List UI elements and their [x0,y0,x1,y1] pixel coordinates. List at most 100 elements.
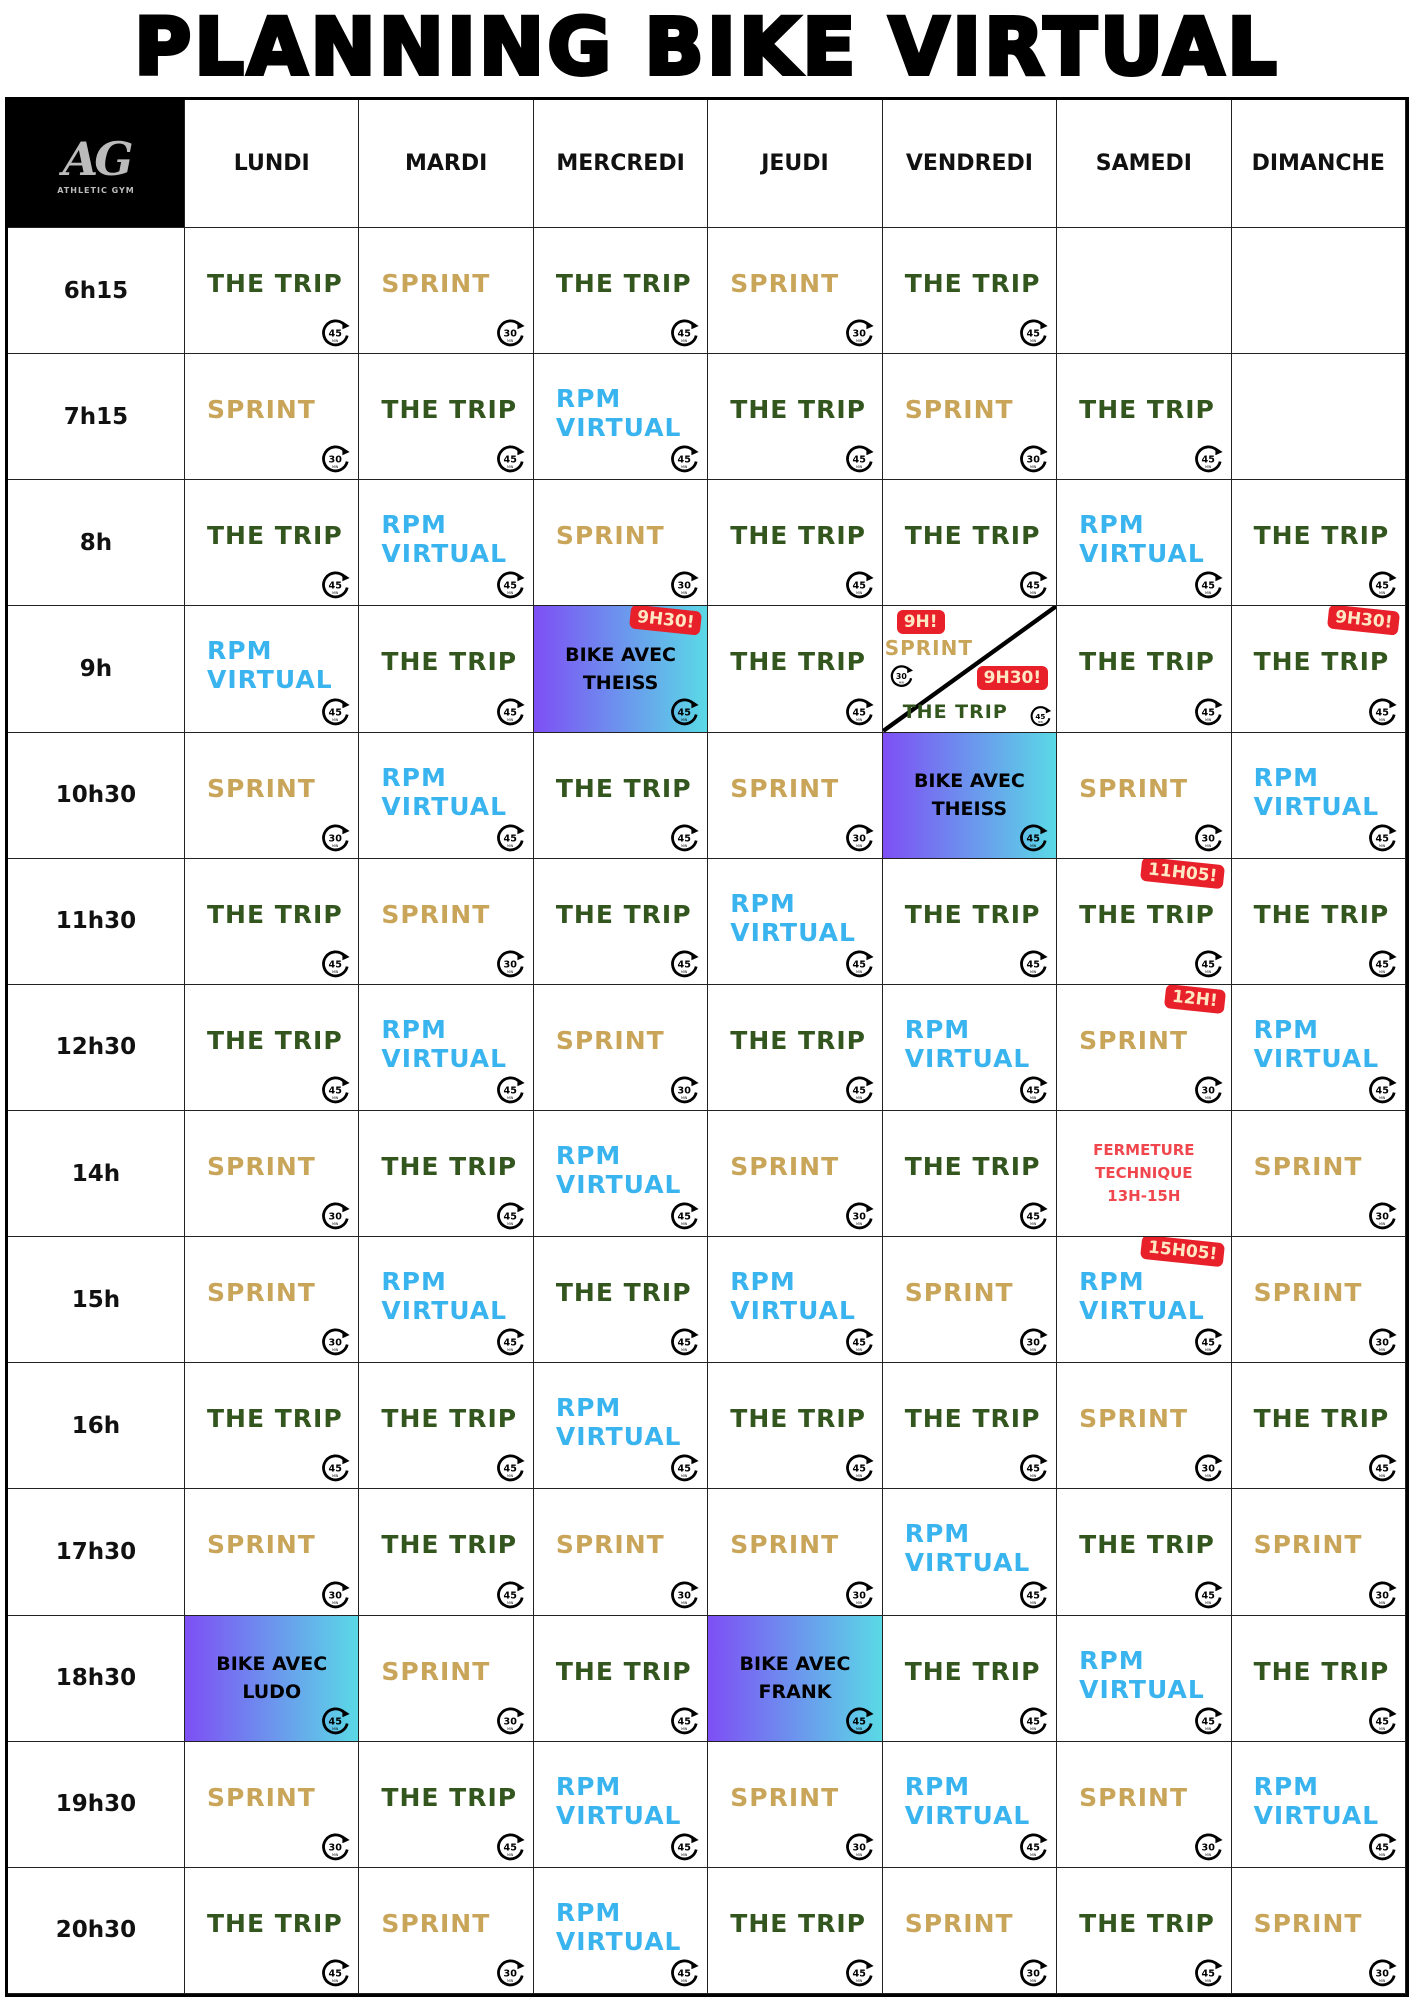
schedule-cell[interactable]: RPM VIRTUAL 45 MIN [882,1741,1058,1868]
schedule-cell[interactable] [1231,228,1406,355]
schedule-cell[interactable]: SPRINT 30 MIN [1057,1741,1232,1868]
schedule-cell[interactable]: RPM VIRTUAL 45 MIN [882,1489,1058,1616]
schedule-cell[interactable]: THE TRIP 45 MIN [1231,480,1406,607]
schedule-cell[interactable]: THE TRIP 45 MIN [882,228,1058,355]
schedule-cell[interactable]: SPRINT 30 MIN [359,858,534,985]
schedule-cell[interactable]: THE TRIP 45 MIN [708,480,883,607]
schedule-cell[interactable]: RPM VIRTUAL 45 MIN [359,480,534,607]
schedule-cell[interactable]: BIKE AVEC THEISS 45 MIN 9H30! [533,606,709,733]
schedule-cell[interactable]: THE TRIP 45 MIN [882,1111,1058,1238]
schedule-cell[interactable]: SPRINT 30 MIN [185,354,360,481]
schedule-cell[interactable]: SPRINT 30 MIN [1057,1363,1232,1490]
schedule-cell[interactable]: SPRINT 30 MIN [185,1741,360,1868]
schedule-cell[interactable]: SPRINT 30 MIN [708,228,883,355]
schedule-cell[interactable]: BIKE AVEC THEISS 45 MIN [882,732,1058,859]
schedule-cell[interactable]: THE TRIP 45 MIN [882,1615,1058,1742]
schedule-cell[interactable]: RPM VIRTUAL 45 MIN [1231,732,1406,859]
schedule-cell[interactable]: THE TRIP 45 MIN [882,480,1058,607]
schedule-cell[interactable]: 9H! SPRINT 30 MIN 9H30! THE TRIP 45 MIN [882,606,1058,733]
schedule-cell[interactable]: RPM VIRTUAL 45 MIN [1231,984,1406,1111]
schedule-cell[interactable]: SPRINT 30 MIN [185,1111,360,1238]
schedule-cell[interactable]: THE TRIP 45 MIN [359,1363,534,1490]
schedule-cell[interactable]: THE TRIP 45 MIN [708,606,883,733]
schedule-cell[interactable]: RPM VIRTUAL 45 MIN [533,1867,709,1994]
schedule-cell[interactable]: RPM VIRTUAL 45 MIN [1231,1741,1406,1868]
schedule-cell[interactable]: THE TRIP 45 MIN [1057,1867,1232,1994]
schedule-cell[interactable]: THE TRIP 45 MIN [533,228,709,355]
schedule-cell[interactable]: THE TRIP 45 MIN [359,1741,534,1868]
schedule-cell[interactable]: RPM VIRTUAL 45 MIN [1057,480,1232,607]
schedule-cell[interactable]: THE TRIP 45 MIN [708,984,883,1111]
schedule-cell[interactable]: THE TRIP 45 MIN [1231,858,1406,985]
gym-logo: AG ATHLETIC GYM [8,100,185,228]
schedule-cell[interactable]: SPRINT 30 MIN [533,984,709,1111]
schedule-cell[interactable]: SPRINT 30 MIN 12H! [1057,984,1232,1111]
schedule-cell[interactable]: RPM VIRTUAL 45 MIN [882,984,1058,1111]
schedule-cell[interactable]: THE TRIP 45 MIN [1057,1489,1232,1616]
schedule-cell[interactable]: THE TRIP 45 MIN [533,1615,709,1742]
schedule-cell[interactable]: SPRINT 30 MIN [1231,1489,1406,1616]
schedule-cell[interactable]: SPRINT 30 MIN [359,1867,534,1994]
schedule-cell[interactable]: THE TRIP 45 MIN [708,1867,883,1994]
schedule-cell[interactable]: THE TRIP 45 MIN [1231,1363,1406,1490]
schedule-cell[interactable]: RPM VIRTUAL 45 MIN [359,1237,534,1364]
schedule-cell[interactable]: THE TRIP 45 MIN [185,1867,360,1994]
schedule-cell[interactable] [1231,354,1406,481]
schedule-cell[interactable]: THE TRIP 45 MIN [882,1363,1058,1490]
schedule-cell[interactable]: THE TRIP 45 MIN [359,354,534,481]
schedule-cell[interactable]: THE TRIP 45 MIN [1231,1615,1406,1742]
schedule-cell[interactable]: SPRINT 30 MIN [1231,1237,1406,1364]
schedule-cell[interactable]: THE TRIP 45 MIN [533,858,709,985]
schedule-cell[interactable]: THE TRIP 45 MIN [185,984,360,1111]
schedule-cell[interactable]: SPRINT 30 MIN [185,1237,360,1364]
schedule-cell[interactable]: BIKE AVEC FRANK 45 MIN [708,1615,883,1742]
schedule-cell[interactable]: THE TRIP 45 MIN [359,1111,534,1238]
schedule-cell[interactable]: THE TRIP 45 MIN [1057,606,1232,733]
schedule-cell[interactable]: THE TRIP 45 MIN [882,858,1058,985]
schedule-cell[interactable]: SPRINT 30 MIN [185,732,360,859]
schedule-cell[interactable]: SPRINT 30 MIN [185,1489,360,1616]
schedule-cell[interactable]: THE TRIP 45 MIN [533,732,709,859]
schedule-cell[interactable]: RPM VIRTUAL 45 MIN [708,1237,883,1364]
schedule-cell[interactable]: THE TRIP 45 MIN [185,228,360,355]
schedule-cell[interactable]: THE TRIP 45 MIN 9H30! [1231,606,1406,733]
schedule-cell[interactable] [1057,228,1232,355]
schedule-cell[interactable]: SPRINT 30 MIN [1231,1111,1406,1238]
schedule-cell[interactable]: THE TRIP 45 MIN [359,1489,534,1616]
schedule-cell[interactable]: THE TRIP 45 MIN [708,1363,883,1490]
schedule-cell[interactable]: RPM VIRTUAL 45 MIN [1057,1615,1232,1742]
schedule-cell[interactable]: SPRINT 30 MIN [1057,732,1232,859]
schedule-cell[interactable]: RPM VIRTUAL 45 MIN [533,1741,709,1868]
schedule-cell[interactable]: SPRINT 30 MIN [882,354,1058,481]
schedule-cell[interactable]: THE TRIP 45 MIN [708,354,883,481]
schedule-cell[interactable]: BIKE AVEC LUDO 45 MIN [185,1615,360,1742]
schedule-cell[interactable]: THE TRIP 45 MIN [185,1363,360,1490]
schedule-cell[interactable]: RPM VIRTUAL 45 MIN [359,984,534,1111]
schedule-cell[interactable]: THE TRIP 45 MIN [185,480,360,607]
schedule-cell[interactable]: SPRINT 30 MIN [359,1615,534,1742]
schedule-cell[interactable]: RPM VIRTUAL 45 MIN [533,1363,709,1490]
schedule-cell[interactable]: SPRINT 30 MIN [882,1237,1058,1364]
schedule-cell[interactable]: SPRINT 30 MIN [533,480,709,607]
schedule-cell[interactable]: THE TRIP 45 MIN [359,606,534,733]
schedule-cell[interactable]: THE TRIP 45 MIN [1057,354,1232,481]
svg-text:45: 45 [678,1968,691,1979]
schedule-cell[interactable]: SPRINT 30 MIN [1231,1867,1406,1994]
schedule-cell[interactable]: RPM VIRTUAL 45 MIN [185,606,360,733]
schedule-cell[interactable]: RPM VIRTUAL 45 MIN [533,1111,709,1238]
schedule-cell[interactable]: FERMETURE TECHNIQUE 13H-15H [1057,1111,1232,1238]
schedule-cell[interactable]: THE TRIP 45 MIN [185,858,360,985]
schedule-cell[interactable]: SPRINT 30 MIN [708,732,883,859]
schedule-cell[interactable]: RPM VIRTUAL 45 MIN [708,858,883,985]
schedule-cell[interactable]: SPRINT 30 MIN [708,1741,883,1868]
schedule-cell[interactable]: RPM VIRTUAL 45 MIN 15H05! [1057,1237,1232,1364]
schedule-cell[interactable]: SPRINT 30 MIN [882,1867,1058,1994]
schedule-cell[interactable]: SPRINT 30 MIN [533,1489,709,1616]
schedule-cell[interactable]: SPRINT 30 MIN [359,228,534,355]
schedule-cell[interactable]: THE TRIP 45 MIN [533,1237,709,1364]
schedule-cell[interactable]: SPRINT 30 MIN [708,1111,883,1238]
schedule-cell[interactable]: THE TRIP 45 MIN 11H05! [1057,858,1232,985]
schedule-cell[interactable]: RPM VIRTUAL 45 MIN [359,732,534,859]
schedule-cell[interactable]: RPM VIRTUAL 45 MIN [533,354,709,481]
schedule-cell[interactable]: SPRINT 30 MIN [708,1489,883,1616]
